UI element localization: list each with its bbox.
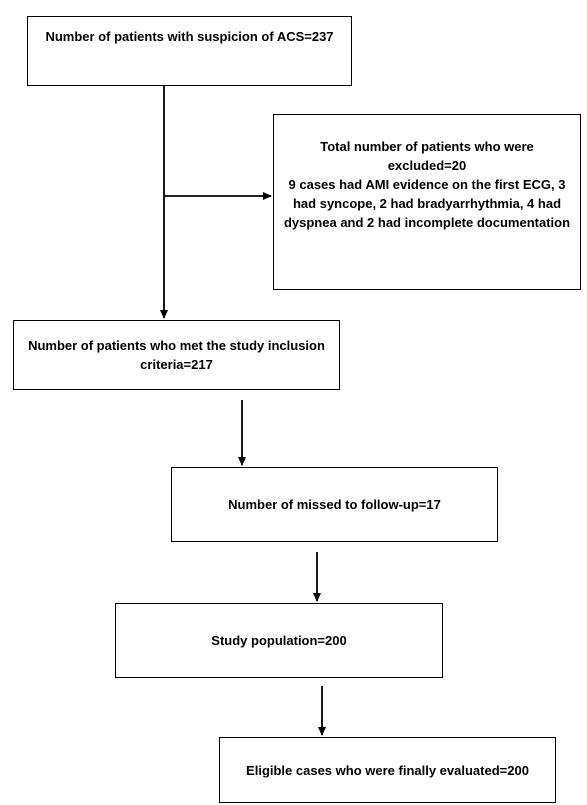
node-population: Study population=200: [115, 603, 443, 678]
node-population-text: Study population=200: [211, 633, 347, 648]
node-suspected: Number of patients with suspicion of ACS…: [27, 16, 352, 86]
node-inclusion-text: Number of patients who met the study inc…: [28, 338, 325, 372]
node-excluded-title: Total number of patients who were exclud…: [320, 139, 534, 173]
node-suspected-text: Number of patients with suspicion of ACS…: [45, 29, 334, 44]
node-missed: Number of missed to follow-up=17: [171, 467, 498, 542]
node-missed-text: Number of missed to follow-up=17: [228, 497, 441, 512]
node-inclusion: Number of patients who met the study inc…: [13, 320, 340, 390]
node-excluded-detail: 9 cases had AMI evidence on the first EC…: [283, 177, 571, 230]
node-eligible-text: Eligible cases who were finally evaluate…: [246, 762, 529, 778]
node-excluded: Total number of patients who were exclud…: [273, 114, 581, 290]
node-eligible: Eligible cases who were finally evaluate…: [219, 737, 556, 803]
